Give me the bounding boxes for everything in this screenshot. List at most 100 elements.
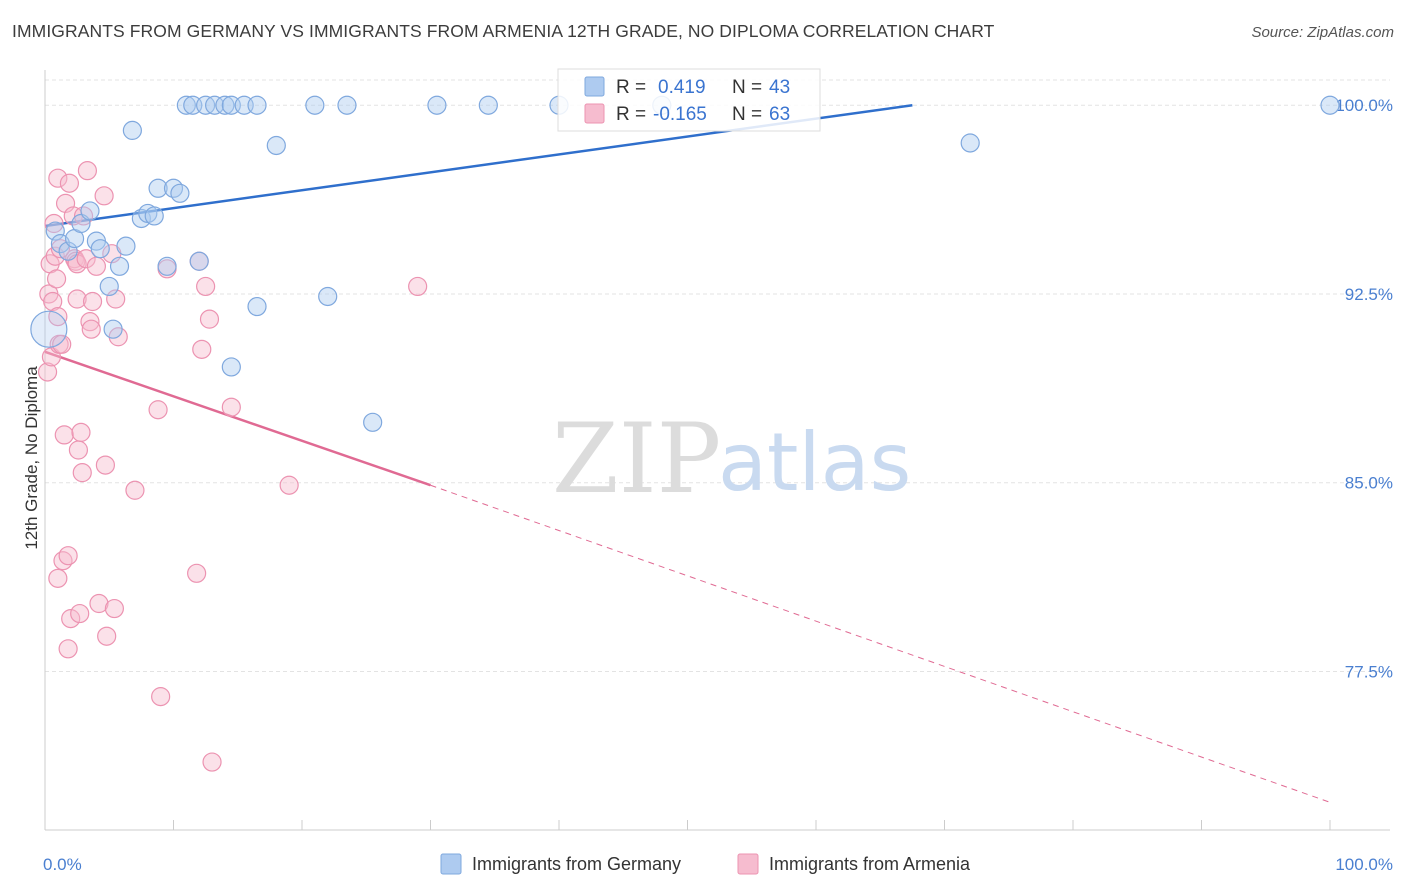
armenia-point-54 <box>202 752 222 772</box>
gridlines <box>45 79 1390 672</box>
armenia-point-31 <box>76 249 96 269</box>
series-germany-points <box>30 95 1340 432</box>
armenia-point-14 <box>48 568 68 588</box>
y-axis-label: 12th Grade, No Diploma <box>22 366 41 550</box>
germany-point-34 <box>318 286 338 307</box>
germany-point-35 <box>337 95 357 115</box>
armenia-point-39 <box>95 455 115 475</box>
germany-point-37 <box>427 95 447 115</box>
stats-germany-n-label: N = <box>732 77 762 98</box>
armenia-point-18 <box>58 639 78 659</box>
armenia-point-55 <box>221 397 241 417</box>
armenia-point-38 <box>94 186 114 206</box>
armenia-point-17 <box>58 546 78 566</box>
armenia-point-4 <box>43 291 63 312</box>
germany-point-26 <box>215 95 235 115</box>
legend-armenia-swatch <box>737 853 759 875</box>
armenia-point-12 <box>52 334 72 354</box>
legend-armenia-label: Immigrants from Armenia <box>769 854 971 874</box>
armenia-point-37 <box>89 593 109 614</box>
legend-germany-label: Immigrants from Germany <box>472 854 681 874</box>
germany-point-29 <box>247 95 267 115</box>
armenia-point-42 <box>104 598 124 619</box>
germany-point-12 <box>116 236 136 256</box>
stats-armenia-n-value: 63 <box>769 104 790 125</box>
germany-point-38 <box>478 95 498 115</box>
axes <box>44 70 1390 831</box>
x-tick-labels: 0.0% 100.0% <box>43 855 1393 874</box>
x-tick-label-0: 0.0% <box>43 855 82 874</box>
armenia-point-5 <box>44 213 64 234</box>
armenia-point-49 <box>187 563 207 583</box>
armenia-point-46 <box>148 400 168 420</box>
germany-point-17 <box>148 178 168 198</box>
y-tick-labels: 77.5% 85.0% 92.5% 100.0% <box>1335 96 1393 681</box>
armenia-point-45 <box>125 480 145 500</box>
chart-title: IMMIGRANTS FROM GERMANY VS IMMIGRANTS FR… <box>12 21 995 41</box>
germany-point-3 <box>58 241 78 261</box>
x-tick-label-1: 100.0% <box>1335 855 1393 874</box>
series-armenia-points <box>37 161 428 772</box>
armenia-point-40 <box>97 626 117 646</box>
stats-armenia-r-value: -0.165 <box>653 104 707 125</box>
germany-point-11 <box>109 256 130 276</box>
watermark: ZIP atlas <box>552 403 911 515</box>
armenia-point-19 <box>59 173 80 193</box>
armenia-point-25 <box>67 289 87 309</box>
watermark-zip: ZIP <box>552 403 721 515</box>
armenia-point-47 <box>151 687 171 707</box>
stats-armenia-n-label: N = <box>732 104 762 125</box>
stats-germany-n-value: 43 <box>769 77 790 98</box>
armenia-point-7 <box>46 269 67 289</box>
armenia-point-10 <box>48 168 68 188</box>
armenia-point-29 <box>72 463 92 483</box>
germany-point-21 <box>176 95 196 115</box>
y-tick-label-3: 100.0% <box>1335 96 1393 115</box>
legend-germany-swatch <box>440 853 462 875</box>
germany-point-6 <box>80 201 100 221</box>
germany-point-30 <box>221 357 241 377</box>
chart-source: Source: ZipAtlas.com <box>1251 24 1394 41</box>
stats-box: R = 0.419 N = 43 R = -0.165 N = 63 <box>557 68 821 132</box>
armenia-point-34 <box>81 319 101 339</box>
armenia-point-35 <box>82 291 103 312</box>
germany-point-41 <box>960 133 980 153</box>
armenia-point-26 <box>68 440 89 460</box>
stats-germany-r-label: R = <box>616 77 646 98</box>
germany-point-10 <box>103 319 123 339</box>
germany-point-8 <box>90 239 110 259</box>
armenia-trend-line <box>44 350 431 487</box>
armenia-point-32 <box>77 161 98 181</box>
stats-germany-swatch <box>584 76 605 97</box>
germany-point-36 <box>363 412 383 432</box>
y-tick-label-2: 92.5% <box>1345 285 1393 304</box>
germany-point-1 <box>45 221 65 241</box>
legend: Immigrants from Germany Immigrants from … <box>440 853 971 875</box>
germany-point-16 <box>144 206 164 226</box>
germany-point-2 <box>50 234 71 254</box>
germany-point-9 <box>99 276 119 297</box>
germany-point-0 <box>30 310 68 348</box>
germany-point-19 <box>163 178 184 198</box>
germany-point-25 <box>205 95 225 115</box>
armenia-point-56 <box>279 475 299 495</box>
stats-armenia-swatch <box>584 103 605 124</box>
germany-point-13 <box>122 120 142 140</box>
germany-point-18 <box>157 256 177 276</box>
armenia-point-28 <box>71 422 91 442</box>
watermark-atlas: atlas <box>718 416 911 509</box>
armenia-point-20 <box>61 609 81 629</box>
armenia-point-30 <box>73 206 94 226</box>
germany-point-20 <box>170 183 190 203</box>
germany-point-23 <box>189 251 209 271</box>
y-tick-label-0: 77.5% <box>1345 662 1393 681</box>
germany-point-32 <box>266 135 286 156</box>
armenia-point-43 <box>106 289 126 309</box>
armenia-point-36 <box>86 256 107 276</box>
armenia-point-57 <box>408 276 428 297</box>
germany-point-33 <box>305 95 325 115</box>
armenia-point-53 <box>199 309 220 329</box>
stats-germany-r-value: 0.419 <box>658 77 706 98</box>
germany-point-31 <box>247 296 267 317</box>
